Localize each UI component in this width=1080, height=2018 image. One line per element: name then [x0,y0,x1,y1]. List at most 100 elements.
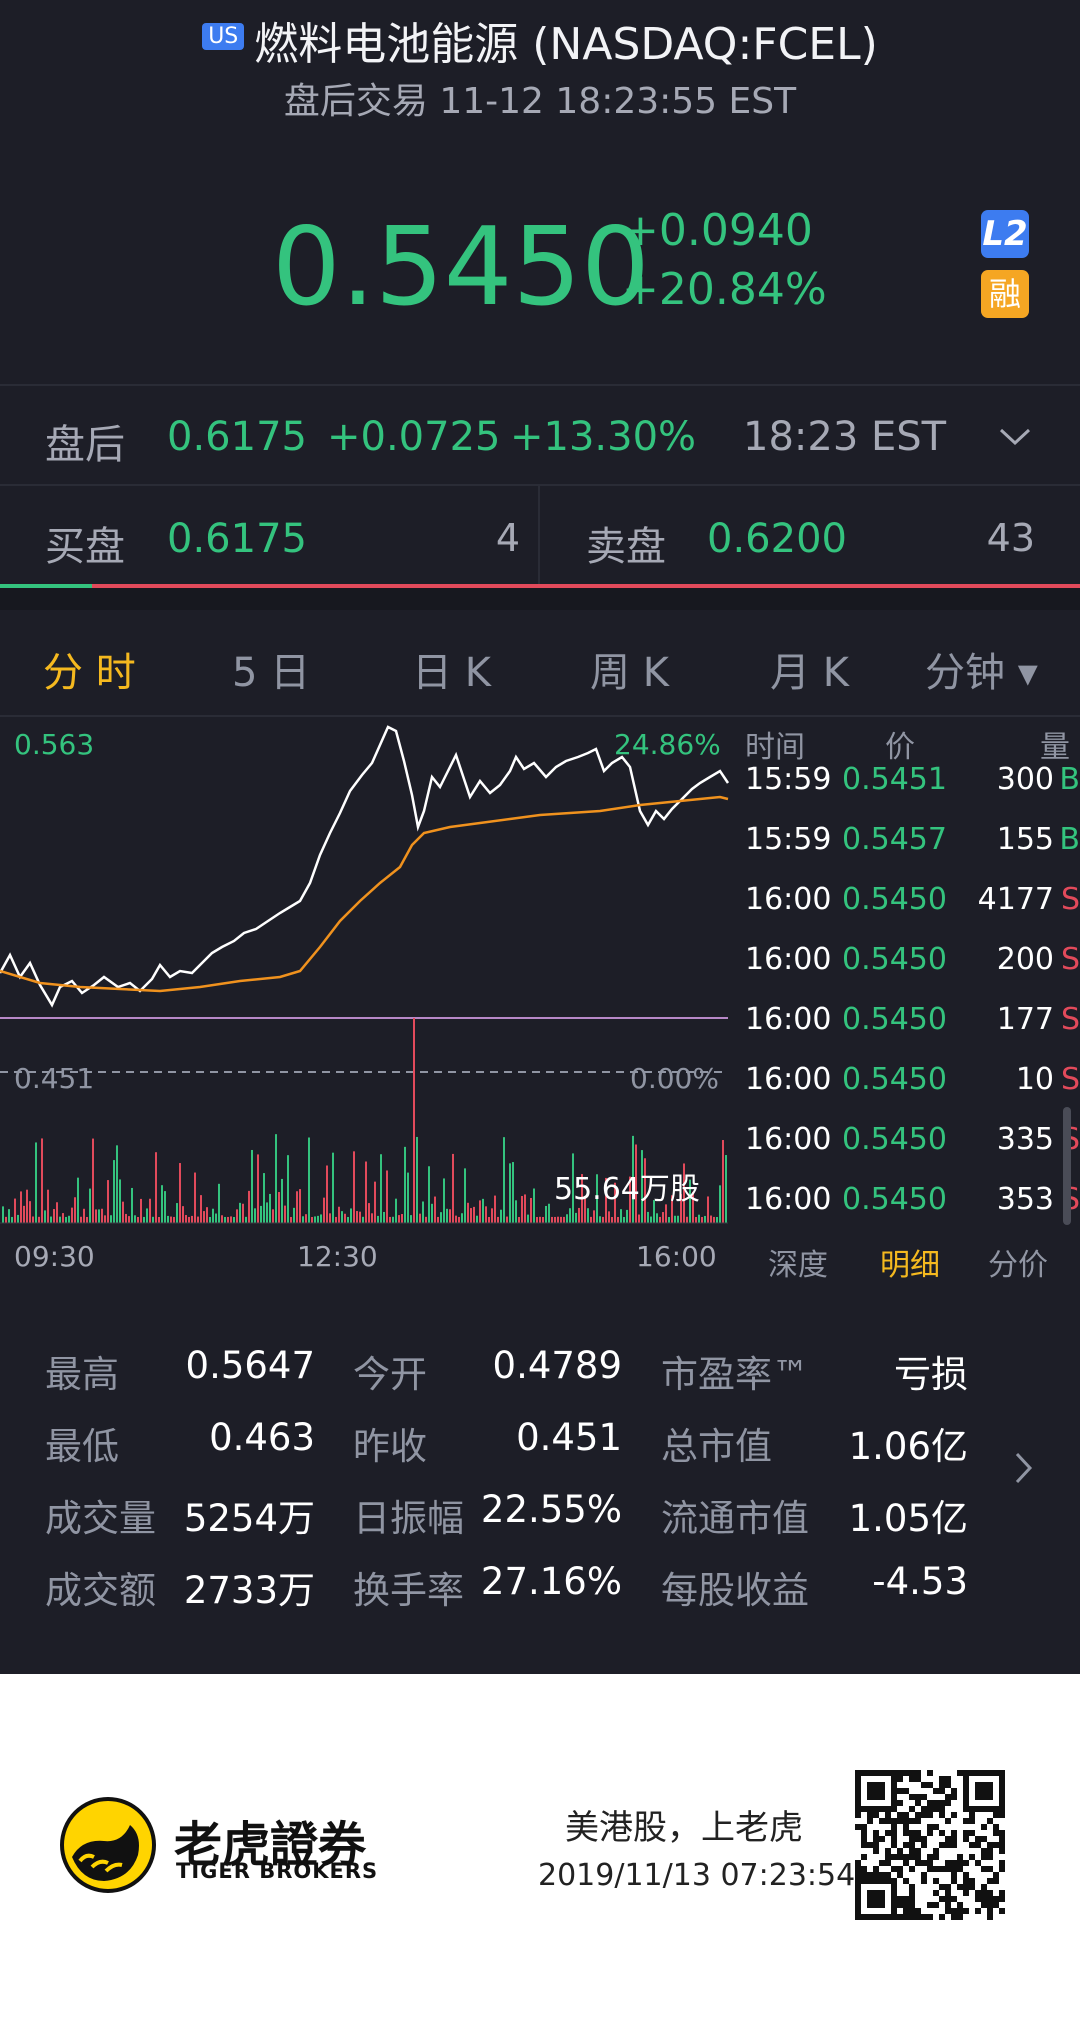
ask-ratio-bar [92,584,1080,588]
volume-bars [2,1134,727,1223]
volume-bar [68,1215,70,1223]
volume-bar [602,1216,604,1223]
trade-side: S [1060,882,1080,917]
volume-bar [593,1210,595,1223]
volume-bar [617,1216,619,1223]
trade-volume: 4177 [977,882,1054,917]
stat-value: 亏损 [894,1353,968,1396]
volume-bar [185,1215,187,1223]
intraday-chart[interactable] [0,715,740,1235]
volume-bar [524,1194,526,1223]
volume-bar [374,1181,376,1223]
volume-bar [8,1209,10,1223]
volume-bar [665,1204,667,1223]
tab-daily-k[interactable]: 日 K [412,650,491,696]
tab-weekly-k[interactable]: 周 K [590,650,669,696]
tab-monthly-k[interactable]: 月 K [770,650,849,696]
trade-list-scrollbar[interactable] [1063,1107,1071,1225]
volume-bar [620,1209,622,1223]
x-tick-label: 12:30 [297,1240,378,1273]
level2-badge[interactable]: L2 [981,210,1029,258]
tab-minute[interactable]: 分钟 ▾ [925,650,1038,696]
volume-bar [569,1208,571,1223]
volume-bar [398,1215,400,1223]
volume-bar [455,1215,457,1223]
volume-bar [263,1173,265,1223]
volume-bar [95,1209,97,1223]
volume-bar [236,1209,238,1223]
volume-bar [428,1166,430,1223]
tab-5day[interactable]: 5 日 [232,650,311,696]
volume-bar [200,1195,202,1223]
divider [0,715,1080,717]
volume-bar [341,1211,343,1223]
volume-bar [674,1215,676,1223]
volume-bar [113,1160,115,1223]
volume-bar [173,1216,175,1223]
volume-bar [416,1136,418,1223]
volume-bar [89,1188,91,1223]
average-price-line [0,795,729,993]
volume-bar [563,1216,565,1223]
volume-bar [32,1216,34,1223]
trade-side: B [1059,822,1080,857]
volume-bar [320,1214,322,1223]
volume-bar [437,1216,439,1223]
tiger-logo-icon [60,1797,156,1893]
trade-row: 16:00 0.5450 177 S [740,1002,1080,1062]
volume-bar [671,1195,673,1223]
volume-bar [275,1134,277,1223]
margin-badge[interactable]: 融 [981,270,1029,318]
volume-bar [332,1152,334,1223]
volume-bar [161,1185,163,1223]
volume-bar [218,1183,220,1223]
volume-bar [494,1195,496,1223]
volume-bar [608,1211,610,1223]
after-hours-change-percent: +13.30% [510,414,697,460]
trade-price: 0.5450 [842,1122,947,1157]
volume-bar [125,1213,127,1223]
volume-bar [479,1200,481,1223]
volume-bar [14,1198,16,1223]
tab-trade-detail[interactable]: 明细 [880,1248,940,1283]
volume-bar [347,1216,349,1223]
volume-bar [290,1216,292,1223]
volume-bar [368,1203,370,1223]
volume-bar [515,1200,517,1223]
trade-side: S [1060,942,1080,977]
tab-price-distribution[interactable]: 分价 [988,1248,1048,1283]
stat-value: 1.05亿 [848,1497,968,1540]
volume-bar [401,1214,403,1223]
tab-depth[interactable]: 深度 [768,1248,828,1283]
volume-bar [539,1216,541,1223]
volume-bar [632,1135,634,1223]
price-line [0,725,730,1008]
x-tick-label: 09:30 [14,1240,95,1273]
bid-ratio-bar [0,584,92,588]
chevron-right-icon[interactable] [1013,1450,1035,1496]
volume-bar [443,1178,445,1223]
volume-bar [155,1152,157,1223]
volume-bar [158,1216,160,1223]
slogan: 美港股，上老虎 [565,1808,803,1848]
after-hours-label: 盘后 [45,422,125,468]
volume-bar [143,1216,145,1223]
volume-bar [686,1216,688,1223]
divider [0,384,1080,386]
volume-bar [176,1203,178,1223]
tab-intraday[interactable]: 分 时 [43,650,136,696]
volume-bar [26,1189,28,1223]
volume-bar [326,1165,328,1223]
volume-bar [194,1172,196,1223]
trade-price: 0.5450 [842,1062,947,1097]
volume-bar [581,1174,583,1223]
ask-size: 43 [986,516,1035,560]
volume-bar [698,1214,700,1223]
section-gap [0,588,1080,610]
volume-bar [509,1163,511,1223]
volume-bar [251,1149,253,1223]
volume-bar [458,1216,460,1223]
volume-bar [431,1203,433,1223]
chevron-down-icon[interactable] [998,418,1032,456]
volume-bar [653,1200,655,1223]
